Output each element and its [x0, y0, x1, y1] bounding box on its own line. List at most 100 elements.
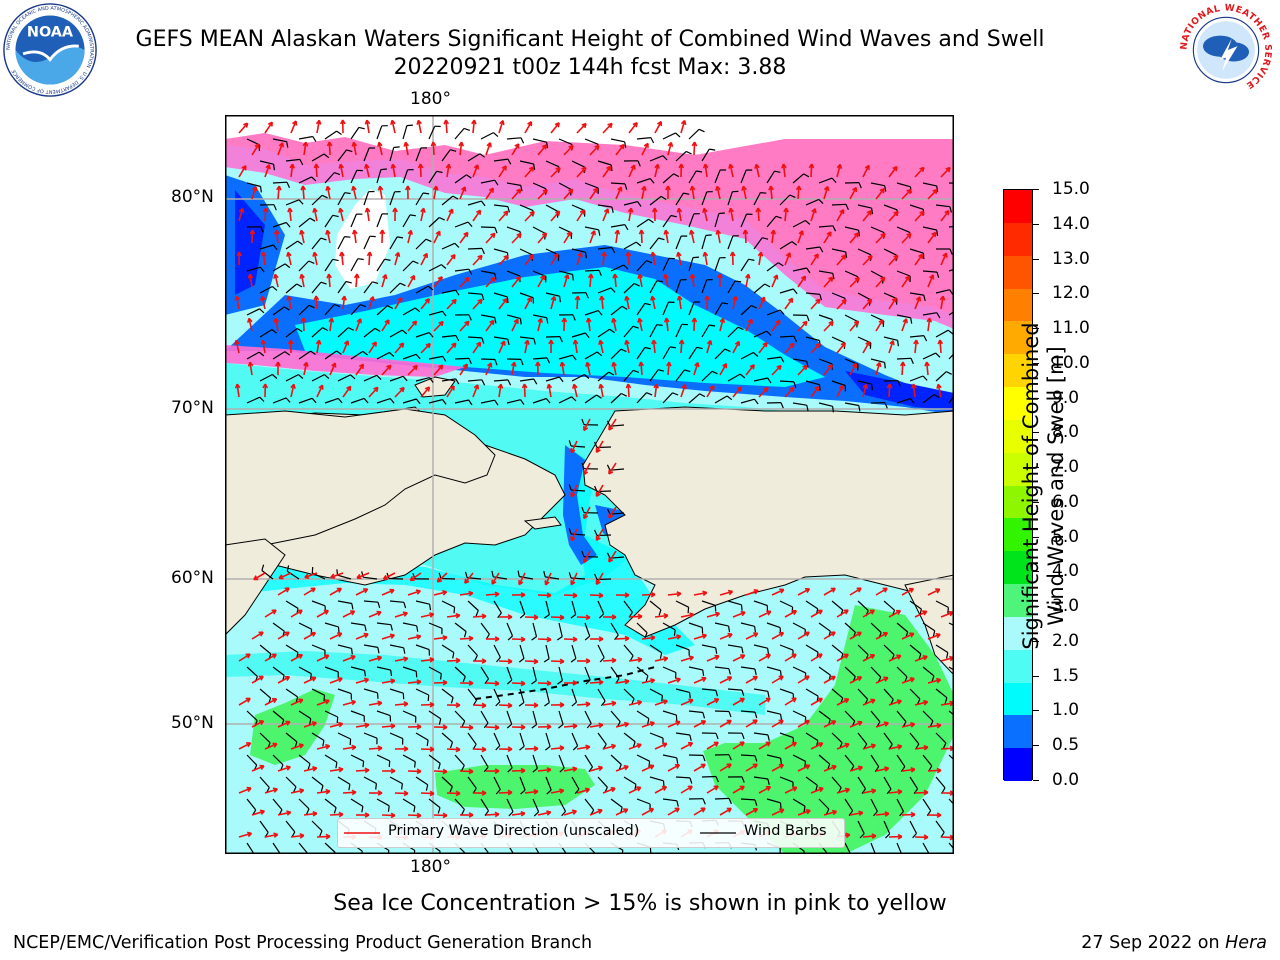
wave-arrow-head	[546, 810, 551, 813]
wave-arrow-head	[929, 274, 934, 279]
wave-arrow	[875, 587, 888, 596]
wave-arrow-head	[312, 252, 316, 257]
wave-arrow	[485, 362, 492, 376]
wind-barb	[805, 246, 820, 250]
wind-barb-flag	[606, 508, 611, 515]
lon-label-top: 180°	[410, 89, 451, 109]
wave-arrow	[355, 724, 369, 728]
wind-barb-flag	[659, 652, 663, 659]
wind-barb	[636, 622, 648, 634]
wind-barb-flag	[285, 222, 291, 228]
wave-arrow	[755, 164, 760, 178]
wind-barb	[584, 269, 600, 272]
wind-barb	[480, 666, 490, 680]
wave-arrow	[563, 145, 574, 156]
wave-arrow	[680, 656, 694, 662]
wave-arrow	[236, 296, 240, 310]
wave-arrow	[652, 340, 656, 354]
wind-barb-flag	[322, 327, 329, 332]
wind-barb	[896, 622, 909, 633]
wave-arrow	[901, 361, 904, 376]
wind-barb-flag	[646, 260, 653, 264]
wind-barb	[519, 732, 525, 747]
wind-barb	[714, 348, 726, 360]
wave-arrow	[511, 362, 516, 376]
wind-barb-flag	[402, 375, 408, 382]
wind-barb	[519, 204, 534, 211]
wave-arrow	[940, 836, 954, 839]
wind-barb-flag	[728, 754, 732, 761]
wind-barb-flag	[715, 647, 718, 654]
wave-arrow	[368, 296, 374, 310]
wave-arrow-head	[924, 361, 928, 367]
colorbar-tick	[1033, 467, 1039, 469]
wave-arrow	[797, 185, 800, 200]
wind-barb	[714, 257, 721, 272]
wave-arrow	[680, 613, 694, 618]
wave-arrow-head	[853, 320, 859, 324]
wind-barb	[467, 153, 481, 162]
wave-arrow-head	[865, 341, 870, 345]
wave-arrow	[381, 589, 395, 596]
wind-barb-flag	[494, 273, 497, 280]
wind-barb-flag	[309, 217, 316, 222]
wind-barb	[285, 644, 299, 653]
wave-arrow	[304, 572, 318, 579]
wave-arrow-head	[494, 636, 500, 640]
wave-arrow	[745, 632, 759, 640]
wind-barb	[792, 358, 807, 362]
wave-arrow-head	[416, 812, 422, 817]
wind-barb	[570, 533, 586, 536]
wind-barb	[506, 666, 513, 681]
wind-barb	[818, 358, 833, 365]
wave-arrow-head	[545, 581, 550, 586]
wind-barb	[337, 574, 352, 580]
wave-arrow	[612, 362, 617, 376]
wave-arrow	[446, 385, 455, 398]
wind-barb	[493, 336, 508, 340]
wave-arrow	[368, 611, 382, 618]
wind-barb-flag	[767, 648, 770, 655]
wave-arrow-head	[287, 339, 292, 345]
wind-barb	[870, 666, 882, 678]
wind-barb	[272, 181, 288, 184]
wind-barb-flag	[871, 384, 874, 391]
wind-barb-flag	[384, 258, 391, 261]
wind-barb	[389, 776, 403, 785]
wave-arrow-head	[299, 788, 304, 791]
wind-barb	[298, 176, 312, 184]
wind-barb-flag	[845, 204, 849, 211]
wind-barb-flag	[658, 237, 665, 241]
wind-barb-flag	[669, 346, 676, 349]
wind-barb-flag	[754, 626, 756, 633]
wind-barb	[792, 219, 806, 228]
wind-barb	[285, 199, 300, 206]
wave-arrow	[459, 770, 474, 773]
wave-arrow-head	[923, 834, 929, 838]
wave-arrow	[719, 807, 732, 816]
wave-arrow	[238, 832, 252, 838]
wind-barb-flag	[899, 811, 904, 817]
wind-barb	[662, 215, 672, 228]
wind-barb	[467, 688, 478, 701]
wind-barb	[909, 688, 921, 700]
wind-barb	[675, 776, 691, 779]
wave-arrow-head	[290, 383, 295, 389]
wave-arrow	[287, 252, 292, 266]
wave-arrow-head	[942, 252, 947, 257]
colorbar-title-line-2: Wind Waves and Swell [m]	[1044, 346, 1068, 626]
wave-arrow-head	[353, 273, 358, 279]
wind-barb	[545, 688, 550, 703]
wave-arrow	[352, 186, 357, 200]
wave-arrow	[523, 383, 526, 398]
colorbar-tick-label: 12.0	[1052, 283, 1090, 304]
wave-arrow-head	[403, 701, 409, 705]
wind-barb-flag	[942, 742, 947, 749]
wind-barb	[909, 335, 924, 338]
wave-arrow	[511, 769, 526, 772]
wave-arrow-head	[546, 680, 552, 685]
wind-barb	[428, 754, 441, 764]
wind-barb	[740, 710, 756, 713]
wind-barb-flag	[646, 392, 653, 396]
wave-arrow-head	[516, 232, 522, 236]
